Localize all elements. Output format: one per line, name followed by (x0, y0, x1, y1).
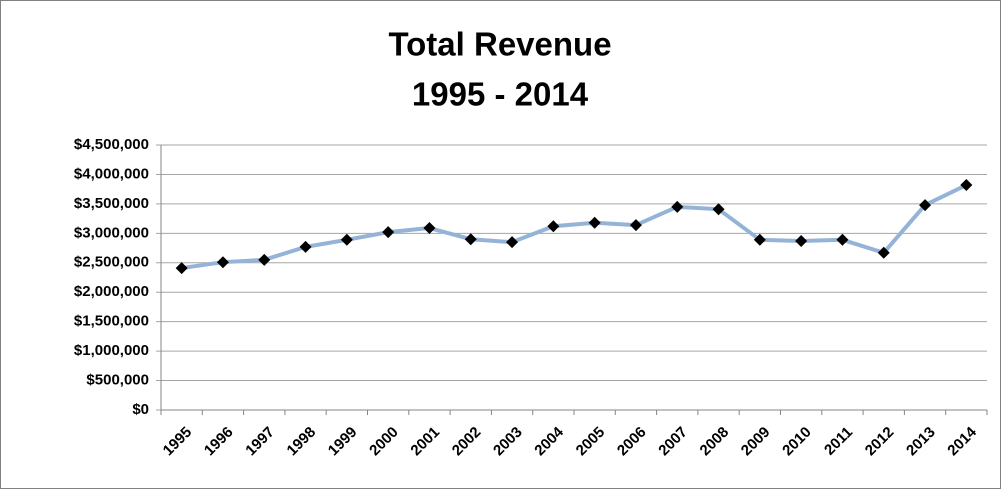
chart-title: Total Revenue (388, 26, 611, 63)
y-tick-label: $1,500,000 (74, 313, 149, 330)
y-tick-label: $1,000,000 (74, 342, 149, 359)
point-marker (712, 203, 725, 216)
point-marker (423, 222, 436, 235)
point-marker (382, 226, 395, 239)
y-tick-label: $500,000 (86, 372, 149, 389)
point-marker (547, 220, 560, 233)
y-tick-label: $4,000,000 (74, 165, 149, 182)
point-marker (877, 246, 890, 259)
point-marker (960, 179, 973, 192)
point-marker (753, 233, 766, 246)
point-marker (506, 236, 519, 249)
point-marker (836, 233, 849, 246)
y-tick-label: $2,500,000 (74, 254, 149, 271)
y-tick-label: $0 (132, 401, 149, 418)
y-tick-label: $3,500,000 (74, 195, 149, 212)
point-marker (795, 234, 808, 247)
point-marker (464, 233, 477, 246)
y-tick-label: $3,000,000 (74, 224, 149, 241)
chart-subtitle: 1995 - 2014 (412, 76, 589, 113)
point-marker (588, 216, 601, 229)
point-marker (629, 219, 642, 232)
point-marker (340, 233, 353, 246)
point-marker (175, 262, 188, 275)
y-tick-label: $2,000,000 (74, 283, 149, 300)
point-marker (919, 199, 932, 212)
y-tick-label: $4,500,000 (74, 136, 149, 153)
point-marker (671, 200, 684, 213)
point-marker (258, 253, 271, 266)
point-marker (299, 240, 312, 253)
series-line (181, 183, 968, 271)
point-marker (216, 256, 229, 269)
